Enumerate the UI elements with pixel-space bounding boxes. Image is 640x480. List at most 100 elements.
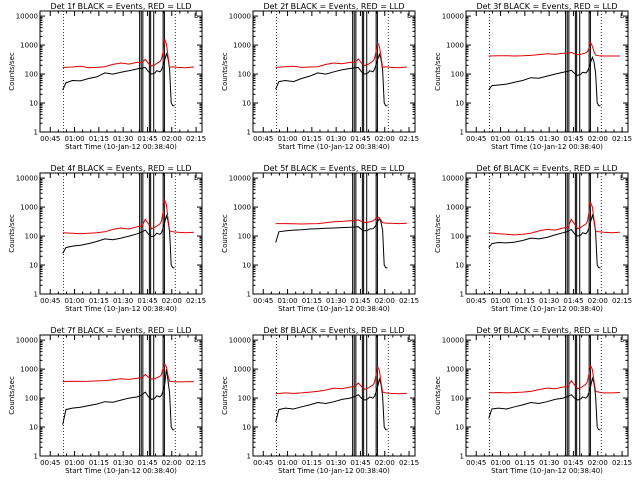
- x-tick-label: 01:45: [563, 459, 583, 467]
- y-tick-label: 1: [460, 291, 464, 299]
- x-tick-label: 01:45: [563, 297, 583, 305]
- plot-frame: [465, 10, 629, 133]
- x-tick-label: 02:15: [612, 135, 632, 143]
- x-tick-label: 02:00: [375, 297, 395, 305]
- x-tick-label: 01:30: [113, 297, 133, 305]
- chart-panel-7: Det 7f BLACK = Events, RED = LLDL1101001…: [8, 326, 206, 475]
- x-tick-label: 01:00: [64, 297, 84, 305]
- x-tick-label: 02:15: [612, 459, 632, 467]
- panel-title: Det 1f BLACK = Events, RED = LLD: [50, 2, 191, 11]
- y-axis-label: Counts/sec: [221, 52, 229, 91]
- panel-title: Det 5f BLACK = Events, RED = LLD: [263, 164, 404, 173]
- y-axis-label: Counts/sec: [8, 376, 16, 415]
- y-tick-label: 1: [34, 129, 38, 137]
- x-tick-label: 01:45: [137, 297, 157, 305]
- x-tick-label: 02:15: [399, 135, 419, 143]
- x-tick-label: 02:15: [612, 297, 632, 305]
- y-tick-label: 1000: [20, 366, 38, 374]
- y-tick-label: 100: [238, 233, 251, 241]
- y-tick-label: 10000: [16, 13, 38, 21]
- x-tick-label: 02:15: [186, 459, 206, 467]
- x-tick-label: 01:15: [302, 297, 322, 305]
- plot-frame: [465, 334, 629, 457]
- y-tick-label: 1000: [446, 366, 464, 374]
- x-tick-label: 01:15: [515, 297, 535, 305]
- x-tick-label: 01:00: [490, 297, 510, 305]
- x-tick-label: 01:00: [277, 459, 297, 467]
- y-axis-label: Counts/sec: [8, 214, 16, 253]
- x-tick-label: 01:45: [350, 459, 370, 467]
- x-tick-label: 00:45: [253, 135, 273, 143]
- y-tick-label: 1000: [446, 204, 464, 212]
- y-tick-label: 10: [455, 424, 464, 432]
- lld-series-line: [488, 364, 620, 394]
- x-tick-label: 00:45: [466, 135, 486, 143]
- x-tick-label: 00:45: [40, 297, 60, 305]
- y-tick-label: 10: [29, 100, 38, 108]
- events-series-line: [275, 377, 388, 431]
- panel-title: Det 3f BLACK = Events, RED = LLD: [476, 2, 617, 11]
- x-tick-label: 01:00: [277, 297, 297, 305]
- chart-panel-1: Det 1f BLACK = Events, RED = LLDL1101001…: [8, 2, 206, 151]
- y-tick-label: 10000: [229, 13, 251, 21]
- x-tick-label: 01:30: [326, 459, 346, 467]
- x-tick-label: 02:15: [399, 297, 419, 305]
- y-tick-label: 100: [451, 71, 464, 79]
- x-axis-label: Start Time (10-Jan-12 00:38:40): [278, 143, 390, 151]
- y-tick-label: 100: [25, 395, 38, 403]
- x-tick-label: 01:45: [137, 135, 157, 143]
- x-tick-label: 01:30: [113, 459, 133, 467]
- events-series-line: [275, 217, 388, 269]
- y-axis-label: Counts/sec: [434, 376, 442, 415]
- y-tick-label: 10000: [442, 175, 464, 183]
- events-series-line: [62, 52, 175, 107]
- panel-title: Det 8f BLACK = Events, RED = LLD: [263, 326, 404, 335]
- x-tick-label: 01:45: [350, 135, 370, 143]
- x-tick-label: 00:45: [253, 459, 273, 467]
- x-tick-label: 00:45: [466, 459, 486, 467]
- y-axis-label: Counts/sec: [221, 214, 229, 253]
- chart-panel-2: Det 2f BLACK = Events, RED = LLDL1101001…: [221, 2, 419, 151]
- y-axis-label: Counts/sec: [221, 376, 229, 415]
- y-tick-label: 1000: [233, 204, 251, 212]
- x-tick-label: 01:30: [539, 459, 559, 467]
- y-tick-label: 10000: [16, 337, 38, 345]
- x-tick-label: 02:15: [186, 135, 206, 143]
- x-tick-label: 01:00: [64, 459, 84, 467]
- panel-title: Det 2f BLACK = Events, RED = LLD: [263, 2, 404, 11]
- panel-title: Det 4f BLACK = Events, RED = LLD: [50, 164, 191, 173]
- y-tick-label: 1000: [20, 42, 38, 50]
- y-tick-label: 10: [242, 262, 251, 270]
- x-axis-label: Start Time (10-Jan-12 00:38:40): [278, 467, 390, 475]
- x-tick-label: 01:15: [89, 135, 109, 143]
- y-tick-label: 100: [238, 395, 251, 403]
- x-tick-label: 01:45: [137, 459, 157, 467]
- y-axis-label: Counts/sec: [434, 214, 442, 253]
- x-tick-label: 02:00: [375, 135, 395, 143]
- x-tick-label: 02:00: [162, 297, 182, 305]
- x-tick-label: 02:00: [375, 459, 395, 467]
- y-tick-label: 1: [247, 129, 251, 137]
- x-tick-label: 01:15: [515, 135, 535, 143]
- x-tick-label: 00:45: [40, 459, 60, 467]
- chart-panel-6: Det 6f BLACK = Events, RED = LLDL1101001…: [434, 164, 632, 313]
- plot-frame: [465, 172, 629, 295]
- y-tick-label: 10000: [16, 175, 38, 183]
- y-tick-label: 1000: [446, 42, 464, 50]
- lld-series-line: [275, 216, 407, 225]
- panel-title: Det 7f BLACK = Events, RED = LLD: [50, 326, 191, 335]
- y-tick-label: 100: [25, 71, 38, 79]
- x-tick-label: 02:00: [162, 459, 182, 467]
- x-tick-label: 01:45: [563, 135, 583, 143]
- chart-panel-3: Det 3f BLACK = Events, RED = LLDL1101001…: [434, 2, 632, 151]
- x-tick-label: 01:15: [515, 459, 535, 467]
- y-tick-label: 1: [34, 291, 38, 299]
- x-axis-label: Start Time (10-Jan-12 00:38:40): [278, 305, 390, 313]
- chart-panel-4: Det 4f BLACK = Events, RED = LLDL1101001…: [8, 164, 206, 313]
- x-tick-label: 01:15: [89, 297, 109, 305]
- x-axis-label: Start Time (10-Jan-12 00:38:40): [65, 143, 177, 151]
- y-tick-label: 100: [238, 71, 251, 79]
- y-tick-label: 1: [460, 453, 464, 461]
- x-tick-label: 01:30: [539, 135, 559, 143]
